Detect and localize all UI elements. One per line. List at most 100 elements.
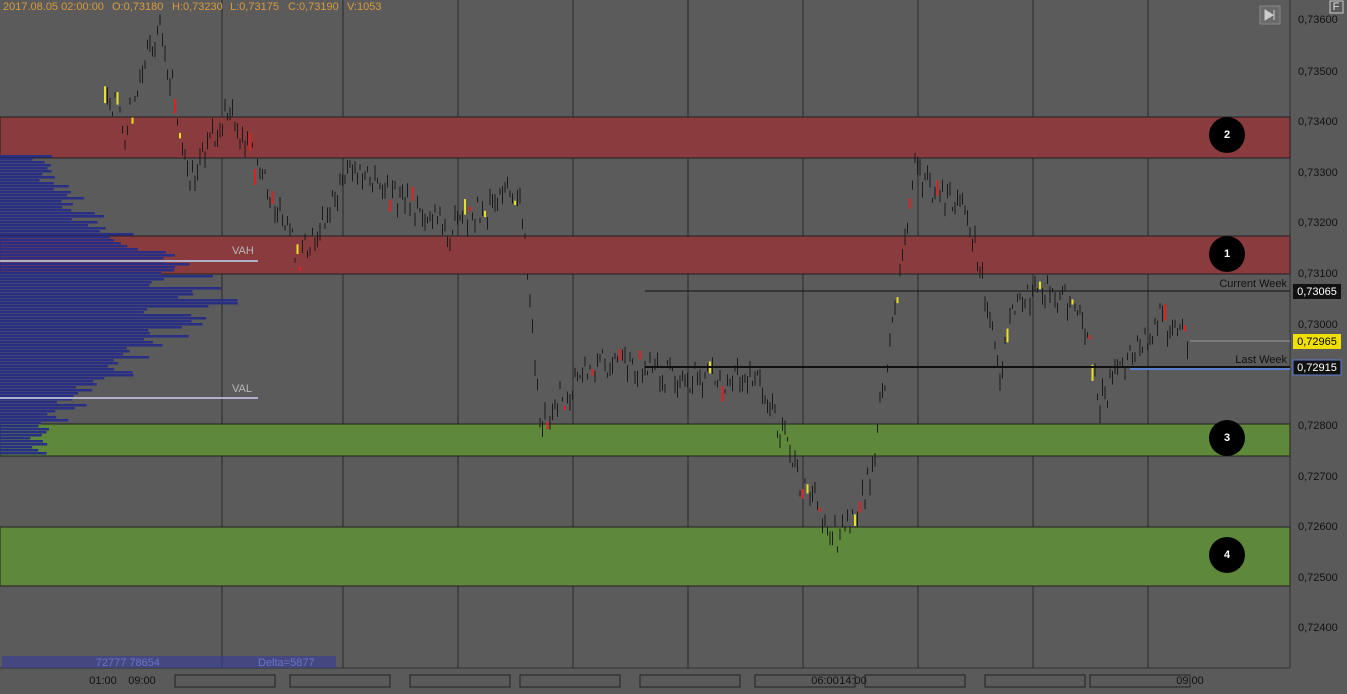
profile-bar [0, 164, 51, 167]
header-high: H:0,73230 [172, 1, 223, 13]
profile-bar [0, 200, 62, 203]
profile-bar [0, 449, 39, 452]
price-labels: 0,73600 0,73500 0,73400 0,73300 0,73200 0,731… [1298, 14, 1338, 634]
profile-bar [0, 428, 50, 431]
profile-bar [0, 404, 87, 407]
profile-bar [0, 437, 31, 440]
zone-marker [1209, 236, 1245, 272]
profile-bar [0, 299, 238, 302]
header-low: L:0,73175 [230, 1, 279, 13]
profile-bar [0, 425, 39, 428]
profile-bar [0, 383, 97, 386]
current-week-label: Current Week [1219, 278, 1287, 290]
profile-bar [0, 191, 71, 194]
profile-bar [0, 353, 124, 356]
profile-bar [0, 359, 114, 362]
profile-bar [0, 284, 150, 287]
zone-red [0, 235, 1291, 275]
profile-bar [0, 374, 134, 377]
profile-bar [0, 188, 54, 191]
profile-bar [0, 344, 163, 347]
profile-bar [0, 233, 134, 236]
zone-number: 2 [1224, 129, 1230, 141]
header-open: O:0,73180 [112, 1, 163, 13]
current-week-price: 0,73065 [1297, 286, 1337, 298]
profile-bar [0, 329, 149, 332]
profile-bar [0, 173, 43, 176]
profile-bar [0, 347, 127, 350]
profile-bar [0, 395, 74, 398]
f-button[interactable] [1329, 0, 1344, 14]
header: 2017.08.05 02:00:00 O:0,73180 H:0,73230 … [3, 1, 381, 13]
profile-bar [0, 410, 56, 413]
profile-bar [0, 179, 40, 182]
profile-bar [0, 311, 144, 314]
profile-bar [0, 227, 106, 230]
profile-bar [0, 413, 48, 416]
profile-bar [0, 287, 222, 290]
profile-bar [0, 209, 72, 212]
profile-bar [0, 155, 53, 158]
price-label: 0,73300 [1298, 167, 1338, 179]
profile-bar [0, 263, 190, 266]
last-price: 0,72965 [1297, 336, 1337, 348]
profile-bar [0, 203, 73, 206]
date-box [984, 674, 1086, 688]
profile-bar [0, 239, 114, 242]
price-label: 0,73100 [1298, 268, 1338, 280]
profile-bar [0, 440, 43, 443]
profile-bar [0, 221, 98, 224]
profile-bar [0, 335, 189, 338]
profile-bar [0, 206, 63, 209]
profile-bar [0, 161, 45, 164]
profile-bar [0, 170, 52, 173]
profile-bar [0, 245, 128, 248]
zone-marker [1209, 537, 1245, 573]
profile-bar [0, 242, 121, 245]
profile-bar [0, 167, 48, 170]
profile-bar [0, 368, 115, 371]
profile-bar [0, 371, 133, 374]
date-box [754, 674, 856, 688]
profile-bar [0, 422, 42, 425]
profile-bar [0, 389, 93, 392]
zone-number: 4 [1224, 549, 1231, 561]
price-label: 0,73000 [1298, 319, 1338, 331]
date-box [519, 674, 621, 688]
profile-bar [0, 356, 150, 359]
zone-marker [1209, 420, 1245, 456]
profile-bar [0, 257, 164, 260]
zone-number: 3 [1224, 432, 1230, 444]
profile-bar [0, 416, 57, 419]
time-label: 06:00 [811, 675, 839, 687]
date-box [639, 674, 741, 688]
profile-bar [0, 302, 238, 305]
delta-box [2, 656, 336, 668]
profile-bar [0, 230, 100, 233]
price-label: 0,73200 [1298, 217, 1338, 229]
vah-label: VAH [232, 245, 254, 257]
profile-bar [0, 317, 207, 320]
date-box [1089, 674, 1191, 688]
price-label: 0,72400 [1298, 622, 1338, 634]
profile-bar [0, 392, 79, 395]
profile-bar [0, 407, 75, 410]
zone-labels: 2 1 3 4 [1209, 117, 1245, 573]
time-label: 14:00 [839, 675, 867, 687]
date-box [289, 674, 391, 688]
profile-bar [0, 326, 182, 329]
profile-bar [0, 320, 192, 323]
profile-bar [0, 236, 110, 239]
profile-bar [0, 251, 167, 254]
profile-bar [0, 275, 213, 278]
zone-red [0, 116, 1291, 159]
time-axis: 01:00 09:00 06:00 14:00 09:00 [89, 674, 1204, 688]
time-label: 01:00 [89, 675, 117, 687]
price-label: 0,72700 [1298, 471, 1338, 483]
profile-bar [0, 278, 165, 281]
price-tag [1293, 334, 1341, 349]
profile-bar [0, 185, 69, 188]
profile-bar [0, 401, 57, 404]
profile-bar [0, 362, 119, 365]
